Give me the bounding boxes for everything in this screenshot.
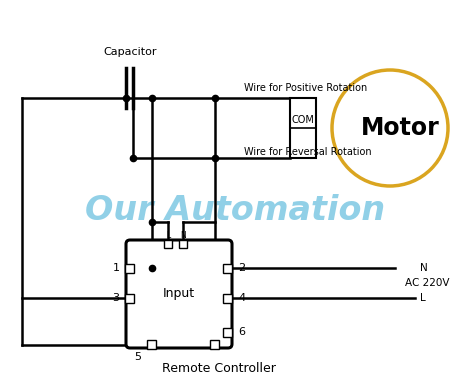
Text: 2: 2 bbox=[238, 263, 246, 273]
Bar bbox=[224, 328, 233, 336]
Text: L: L bbox=[166, 231, 170, 240]
Text: L: L bbox=[420, 293, 426, 303]
Text: Our Automation: Our Automation bbox=[85, 193, 385, 226]
Bar bbox=[224, 293, 233, 303]
Bar bbox=[164, 240, 172, 248]
Text: Remote Controller: Remote Controller bbox=[162, 361, 276, 375]
Bar bbox=[126, 293, 135, 303]
Text: N: N bbox=[420, 263, 428, 273]
Text: 3: 3 bbox=[112, 293, 119, 303]
Bar bbox=[126, 263, 135, 273]
Text: 6: 6 bbox=[238, 327, 246, 337]
Bar bbox=[147, 340, 156, 349]
Text: N: N bbox=[180, 231, 186, 240]
Text: Wire for Positive Rotation: Wire for Positive Rotation bbox=[244, 83, 367, 93]
Text: Motor: Motor bbox=[361, 116, 439, 140]
Bar bbox=[290, 98, 316, 158]
Text: Wire for Reversal Rotation: Wire for Reversal Rotation bbox=[244, 147, 372, 157]
Text: 4: 4 bbox=[238, 293, 246, 303]
Bar bbox=[210, 340, 219, 349]
FancyBboxPatch shape bbox=[126, 240, 232, 348]
Bar bbox=[224, 263, 233, 273]
Text: 5: 5 bbox=[135, 352, 142, 362]
Text: COM: COM bbox=[292, 115, 314, 125]
Text: 1: 1 bbox=[112, 263, 119, 273]
Text: Capacitor: Capacitor bbox=[103, 47, 157, 57]
Bar bbox=[179, 240, 187, 248]
Text: AC 220V: AC 220V bbox=[405, 278, 449, 288]
Text: Input: Input bbox=[163, 287, 195, 300]
